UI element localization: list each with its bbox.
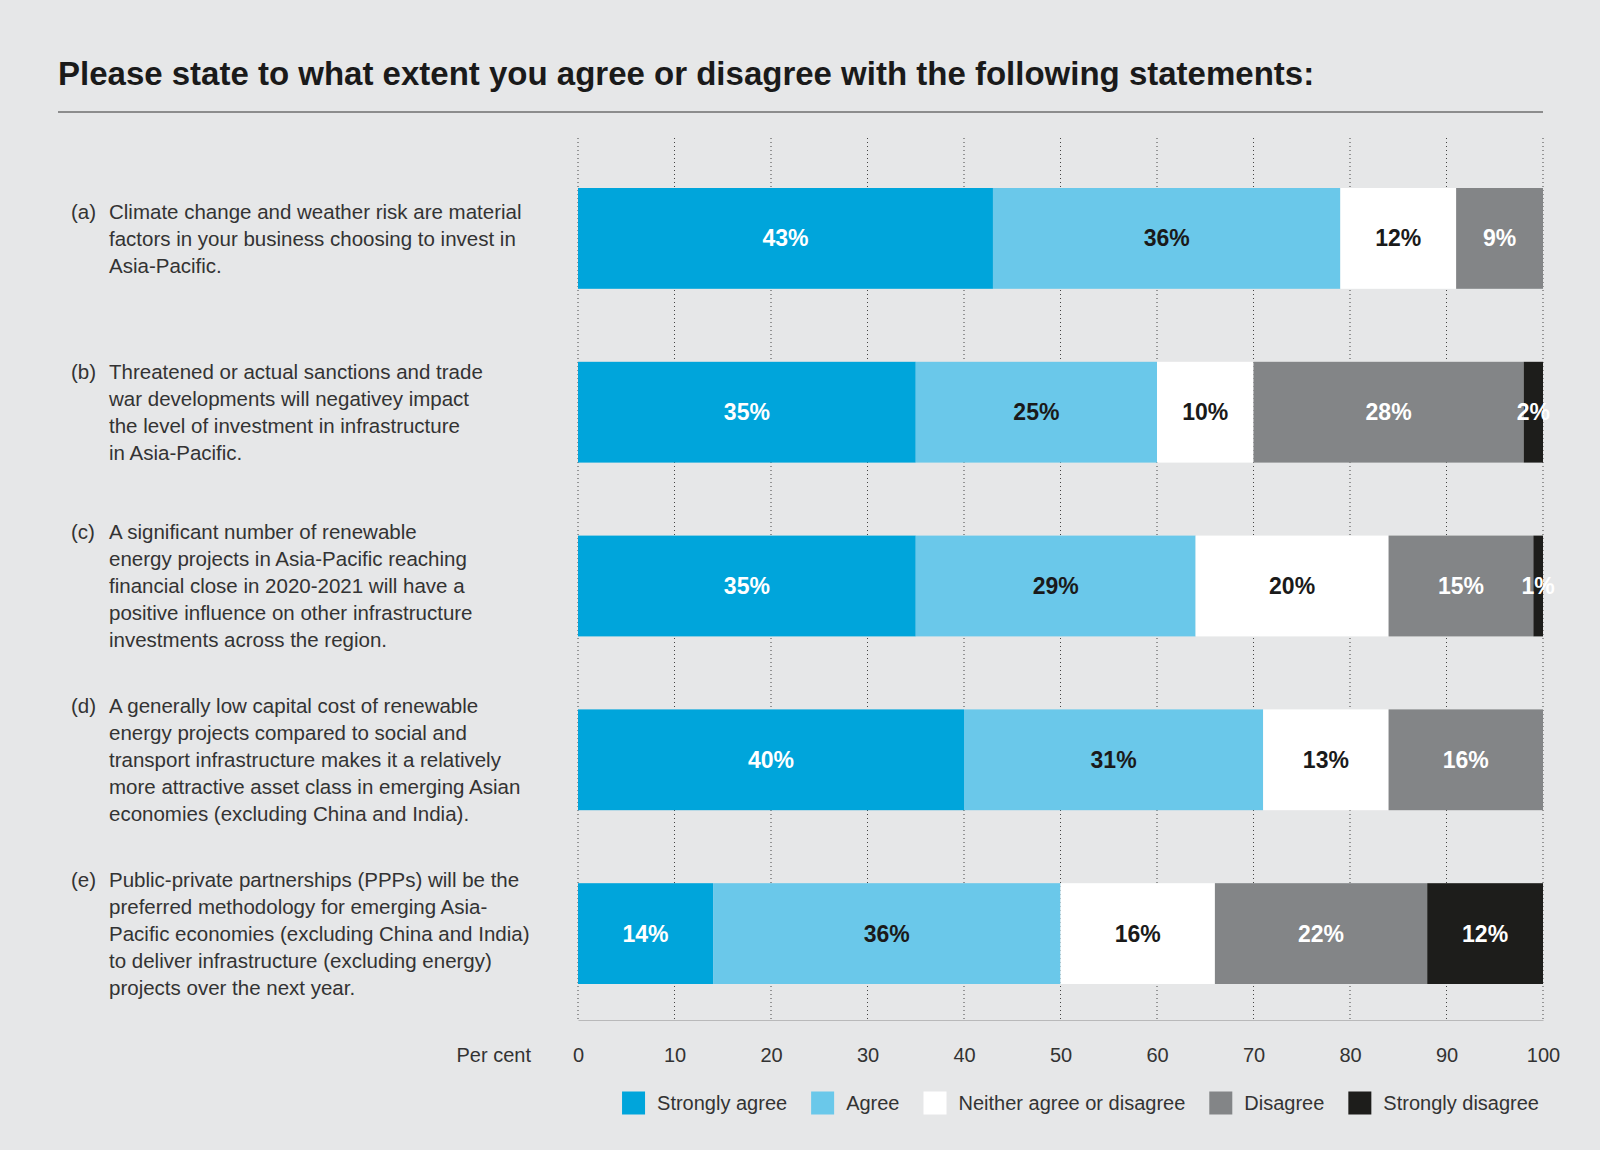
legend-item: Strongly disagree bbox=[1348, 1092, 1539, 1115]
bar-segment bbox=[1427, 883, 1543, 984]
chart: Please state to what extent you agree or… bbox=[0, 0, 1600, 1150]
bar-segment bbox=[578, 536, 916, 637]
bar-segment bbox=[1389, 709, 1543, 810]
background bbox=[0, 0, 1600, 1150]
legend-swatch bbox=[1209, 1092, 1232, 1115]
legend-label: Disagree bbox=[1244, 1092, 1324, 1114]
x-tick: 40 bbox=[953, 1020, 975, 1066]
category-label: (a)Climate change and weather risk are m… bbox=[71, 200, 521, 277]
title-rule bbox=[58, 112, 1543, 113]
legend: Strongly agree Agree Neither agree or disa… bbox=[622, 1092, 1539, 1115]
grid bbox=[578, 138, 1543, 1020]
category-label: (e)Public-private partnerships (PPPs) wi… bbox=[71, 868, 529, 999]
legend-label: Neither agree or disagree bbox=[959, 1092, 1186, 1114]
x-axis-title: Per cent bbox=[457, 1044, 532, 1066]
x-axis: 0 10 20 30 40 50 60 70 80 90 100 bbox=[573, 1020, 1560, 1066]
title: Please state to what extent you agree or… bbox=[58, 55, 1314, 92]
legend-swatch bbox=[622, 1092, 645, 1115]
x-tick: 70 bbox=[1243, 1020, 1265, 1066]
tick-label: 40 bbox=[953, 1044, 975, 1066]
x-tick: 60 bbox=[1146, 1020, 1168, 1066]
data-label: 16% bbox=[1115, 921, 1161, 947]
bar-segment bbox=[1254, 362, 1524, 463]
tick-label: 80 bbox=[1339, 1044, 1361, 1066]
bar-segment bbox=[578, 362, 916, 463]
bar-segment bbox=[916, 362, 1157, 463]
tick-label: 60 bbox=[1146, 1044, 1168, 1066]
legend-label: Strongly agree bbox=[657, 1092, 787, 1114]
bar-segment bbox=[1263, 709, 1388, 810]
data-label: 31% bbox=[1091, 747, 1137, 773]
legend-label: Agree bbox=[846, 1092, 899, 1114]
tick-label: 20 bbox=[760, 1044, 782, 1066]
bar-segment bbox=[578, 188, 993, 289]
legend-item: Neither agree or disagree bbox=[924, 1092, 1186, 1115]
tick-label: 30 bbox=[857, 1044, 879, 1066]
bar-segment bbox=[1157, 362, 1254, 463]
tick-label: 90 bbox=[1436, 1044, 1458, 1066]
x-tick: 20 bbox=[760, 1020, 782, 1066]
data-label: 28% bbox=[1366, 399, 1412, 425]
data-label: 12% bbox=[1462, 921, 1508, 947]
x-tick: 80 bbox=[1339, 1020, 1361, 1066]
data-label: 40% bbox=[748, 747, 794, 773]
data-label: 12% bbox=[1375, 225, 1421, 251]
tick-label: 10 bbox=[664, 1044, 686, 1066]
data-label: 20% bbox=[1269, 573, 1315, 599]
bar-segment bbox=[578, 709, 964, 810]
bar-segment bbox=[1456, 188, 1543, 289]
category-labels: (a)Climate change and weather risk are m… bbox=[71, 200, 529, 999]
bar-segment bbox=[1196, 536, 1389, 637]
bar-segment bbox=[964, 709, 1263, 810]
x-axis-line bbox=[579, 1020, 1544, 1021]
tick-label: 100 bbox=[1527, 1044, 1560, 1066]
legend-swatch bbox=[1348, 1092, 1371, 1115]
data-label: 1% bbox=[1522, 573, 1555, 599]
tick-label: 50 bbox=[1050, 1044, 1072, 1066]
legend-item: Disagree bbox=[1209, 1092, 1324, 1115]
x-tick: 0 bbox=[573, 1020, 584, 1066]
data-labels: 43% 36% 12% 9% 35% 25% 10% 28% 2% 35% 29% 20% 15% 1% 4… bbox=[623, 225, 1555, 946]
x-tick: 10 bbox=[664, 1020, 686, 1066]
data-label: 10% bbox=[1182, 399, 1228, 425]
x-tick: 100 bbox=[1527, 1020, 1560, 1066]
bar-segment bbox=[916, 536, 1196, 637]
bar-segment bbox=[1215, 883, 1427, 984]
x-tick: 30 bbox=[857, 1020, 879, 1066]
x-tick: 50 bbox=[1050, 1020, 1072, 1066]
tick-label: 0 bbox=[573, 1044, 584, 1066]
data-label: 36% bbox=[864, 921, 910, 947]
bar-segment bbox=[1389, 536, 1534, 637]
bar-segment bbox=[578, 883, 713, 984]
data-label: 2% bbox=[1517, 399, 1550, 425]
x-tick: 90 bbox=[1436, 1020, 1458, 1066]
bar-segment bbox=[713, 883, 1060, 984]
data-label: 43% bbox=[762, 225, 808, 251]
tick-label: 70 bbox=[1243, 1044, 1265, 1066]
data-label: 29% bbox=[1033, 573, 1079, 599]
data-label: 25% bbox=[1013, 399, 1059, 425]
legend-item: Strongly agree bbox=[622, 1092, 787, 1115]
data-label: 35% bbox=[724, 573, 770, 599]
data-label: 15% bbox=[1438, 573, 1484, 599]
data-label: 9% bbox=[1483, 225, 1516, 251]
category-label: (c)A significant number of renewableener… bbox=[71, 520, 473, 651]
data-label: 36% bbox=[1144, 225, 1190, 251]
bar-segment bbox=[993, 188, 1340, 289]
bar-segment bbox=[1061, 883, 1215, 984]
data-label: 16% bbox=[1443, 747, 1489, 773]
bar-segment bbox=[1340, 188, 1456, 289]
data-label: 13% bbox=[1303, 747, 1349, 773]
data-label: 35% bbox=[724, 399, 770, 425]
data-label: 14% bbox=[623, 921, 669, 947]
legend-item: Agree bbox=[811, 1092, 899, 1115]
category-label: (b)Threatened or actual sanctions and tr… bbox=[71, 360, 483, 464]
bars bbox=[578, 188, 1543, 984]
category-label: (d)A generally low capital cost of renew… bbox=[71, 694, 520, 825]
legend-label: Strongly disagree bbox=[1383, 1092, 1539, 1114]
legend-swatch bbox=[811, 1092, 834, 1115]
data-label: 22% bbox=[1298, 921, 1344, 947]
legend-swatch bbox=[924, 1092, 947, 1115]
